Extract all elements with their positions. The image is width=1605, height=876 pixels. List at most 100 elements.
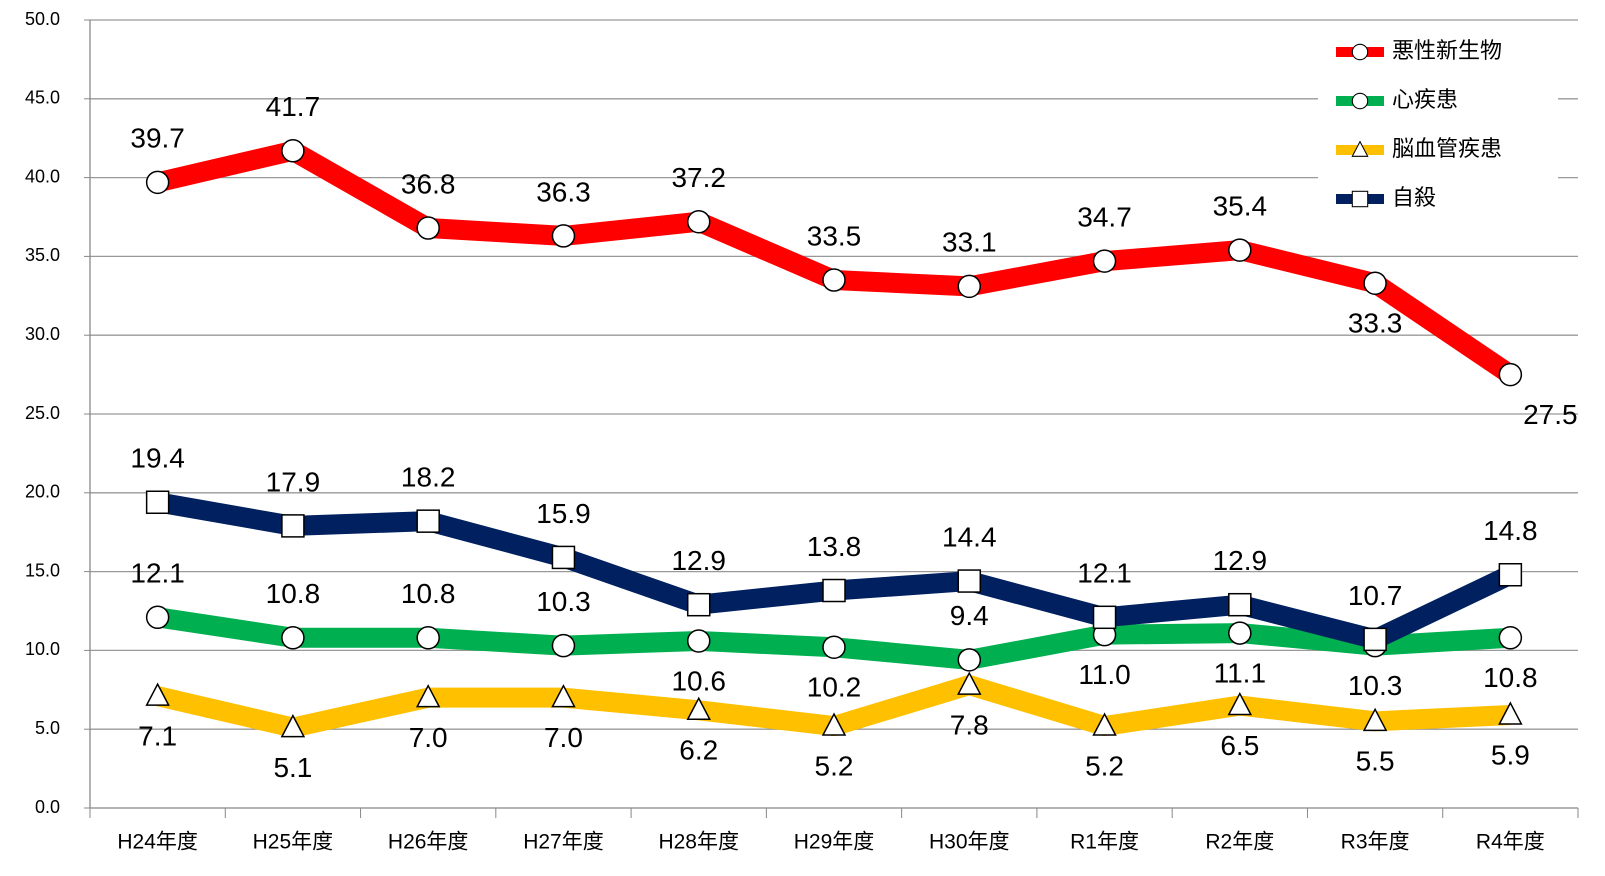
marker (957, 274, 982, 299)
marker (1228, 238, 1252, 262)
data-label: 12.9 (671, 545, 726, 576)
data-label: 14.8 (1483, 515, 1538, 546)
series-line (155, 492, 1515, 650)
x-tick-label: R3年度 (1341, 831, 1410, 854)
data-label: 7.0 (409, 722, 448, 753)
marker (416, 216, 440, 240)
marker (551, 545, 576, 570)
data-label: 6.2 (679, 735, 718, 766)
marker (416, 509, 440, 533)
x-tick-label: H26年度 (388, 831, 469, 854)
x-tick-label: H28年度 (658, 831, 739, 854)
marker (1351, 43, 1369, 61)
marker (1363, 627, 1387, 652)
data-label: 12.1 (130, 558, 185, 589)
marker (822, 578, 846, 603)
marker (1351, 190, 1369, 208)
data-label: 13.8 (807, 531, 862, 562)
y-tick-label: 15.0 (25, 560, 60, 580)
y-tick-label: 50.0 (25, 9, 60, 29)
marker (1362, 707, 1388, 732)
marker (957, 648, 982, 672)
data-label: 15.9 (536, 498, 591, 529)
marker (1498, 563, 1523, 587)
x-tick-label: H24年度 (117, 831, 198, 854)
data-label: 5.2 (1085, 750, 1124, 781)
data-label: 36.3 (536, 176, 591, 207)
x-tick-label: H29年度 (794, 831, 875, 854)
legend-label: 自殺 (1392, 185, 1436, 210)
legend-label: 脳血管疾患 (1392, 136, 1502, 161)
data-label: 10.3 (1348, 670, 1403, 701)
y-tick-label: 40.0 (25, 166, 60, 186)
marker (686, 592, 711, 617)
y-tick-label: 45.0 (25, 88, 60, 108)
marker (1498, 701, 1523, 725)
data-label: 14.4 (942, 521, 997, 552)
marker (686, 209, 711, 234)
data-label: 11.0 (1078, 659, 1130, 690)
y-tick-label: 0.0 (35, 797, 60, 817)
data-label: 10.8 (401, 578, 456, 609)
marker (145, 490, 170, 515)
legend-label: 心疾患 (1392, 87, 1458, 112)
data-label: 10.6 (671, 665, 726, 696)
data-label: 37.2 (671, 162, 726, 193)
series-line (155, 140, 1516, 383)
data-label: 34.7 (1077, 202, 1132, 233)
data-label: 39.7 (130, 123, 185, 154)
marker (1498, 626, 1523, 650)
data-label: 7.1 (138, 720, 177, 751)
data-label: 17.9 (266, 466, 321, 497)
data-label: 6.5 (1220, 730, 1259, 761)
data-label: 12.1 (1077, 558, 1132, 589)
marker (822, 268, 846, 292)
marker (1092, 712, 1117, 736)
data-label: 5.1 (273, 752, 312, 783)
marker (145, 682, 170, 706)
x-tick-label: R2年度 (1205, 831, 1274, 854)
x-tick-label: H27年度 (523, 831, 604, 854)
marker (280, 714, 306, 738)
marker (1092, 249, 1117, 273)
data-label: 5.2 (815, 750, 854, 781)
data-label: 36.8 (401, 168, 456, 199)
data-label: 7.0 (544, 722, 583, 753)
marker (145, 170, 170, 195)
marker (686, 696, 711, 721)
y-tick-label: 5.0 (35, 718, 60, 738)
y-tick-label: 20.0 (25, 482, 60, 502)
data-label: 19.4 (130, 443, 185, 474)
marker (415, 684, 441, 708)
legend-box (1318, 30, 1558, 220)
marker (281, 514, 305, 538)
marker (1092, 605, 1117, 630)
data-label: 33.5 (807, 220, 862, 251)
marker (551, 684, 576, 708)
data-label: 9.4 (950, 600, 989, 631)
marker (281, 139, 305, 163)
data-label: 10.8 (1483, 662, 1538, 693)
y-tick-label: 25.0 (25, 403, 60, 423)
data-label: 10.7 (1348, 580, 1403, 611)
x-tick-label: R1年度 (1070, 831, 1139, 854)
marker (551, 224, 576, 248)
data-label: 5.9 (1491, 739, 1530, 770)
data-label: 5.5 (1356, 746, 1395, 777)
data-label: 18.2 (401, 462, 456, 493)
marker (1498, 362, 1523, 387)
data-label: 33.1 (942, 227, 997, 258)
marker (1351, 140, 1369, 157)
y-tick-label: 30.0 (25, 324, 60, 344)
data-label: 27.5 (1523, 399, 1578, 430)
x-tick-label: H25年度 (253, 831, 334, 854)
data-label: 10.2 (807, 672, 862, 703)
x-tick-label: R4年度 (1476, 831, 1545, 854)
marker (416, 626, 440, 650)
data-label: 10.3 (536, 586, 591, 617)
marker (686, 629, 711, 653)
data-label: 11.1 (1214, 657, 1266, 688)
